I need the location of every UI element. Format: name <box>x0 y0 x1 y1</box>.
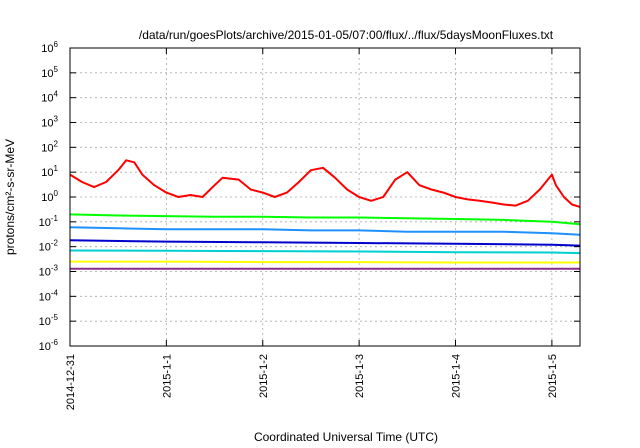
series-group <box>69 159 581 270</box>
chart-title: /data/run/goesPlots/archive/2015-01-05/0… <box>139 28 554 42</box>
x-axis-ticks: 2014-12-31 2015-1-1 2015-1-2 2015-1-3 2015-1… <box>65 48 559 410</box>
y-tick-label: 10-1 <box>39 214 59 229</box>
series-line-2 <box>69 213 581 226</box>
grid <box>70 48 580 346</box>
y-axis-label: protons/cm²-s-sr-MeV <box>3 139 17 255</box>
y-tick-label: 10-4 <box>39 288 59 303</box>
series-line-1 <box>69 159 581 208</box>
y-tick-label: 101 <box>41 164 58 179</box>
y-tick-label: 103 <box>41 115 58 130</box>
series-line-5 <box>69 239 581 247</box>
y-tick-label: 106 <box>41 40 58 55</box>
y-tick-label: 100 <box>41 189 58 204</box>
y-tick-label: 104 <box>41 90 58 105</box>
y-axis-ticks: 10-6 10-5 10-4 10-3 10-2 10-1 100 101 102 103 104 1… <box>39 40 580 353</box>
y-tick-label: 10-5 <box>39 313 59 328</box>
y-tick-label: 10-6 <box>39 338 59 353</box>
y-tick-label: 10-2 <box>39 239 59 254</box>
x-tick-label: 2015-1-2 <box>258 354 270 398</box>
series-line-6 <box>70 260 580 264</box>
x-tick-label: 2015-1-1 <box>161 354 173 398</box>
x-tick-label: 2014-12-31 <box>65 354 77 410</box>
x-axis-label: Coordinated Universal Time (UTC) <box>254 430 438 444</box>
y-tick-label: 102 <box>41 139 58 154</box>
y-tick-label: 105 <box>41 65 58 80</box>
y-tick-label: 10-3 <box>39 264 59 279</box>
x-tick-label: 2015-1-5 <box>547 354 559 398</box>
series-line-3 <box>69 226 581 236</box>
x-tick-label: 2015-1-3 <box>354 354 366 398</box>
series-line-4 <box>69 249 581 255</box>
x-tick-label: 2015-1-4 <box>451 354 463 398</box>
